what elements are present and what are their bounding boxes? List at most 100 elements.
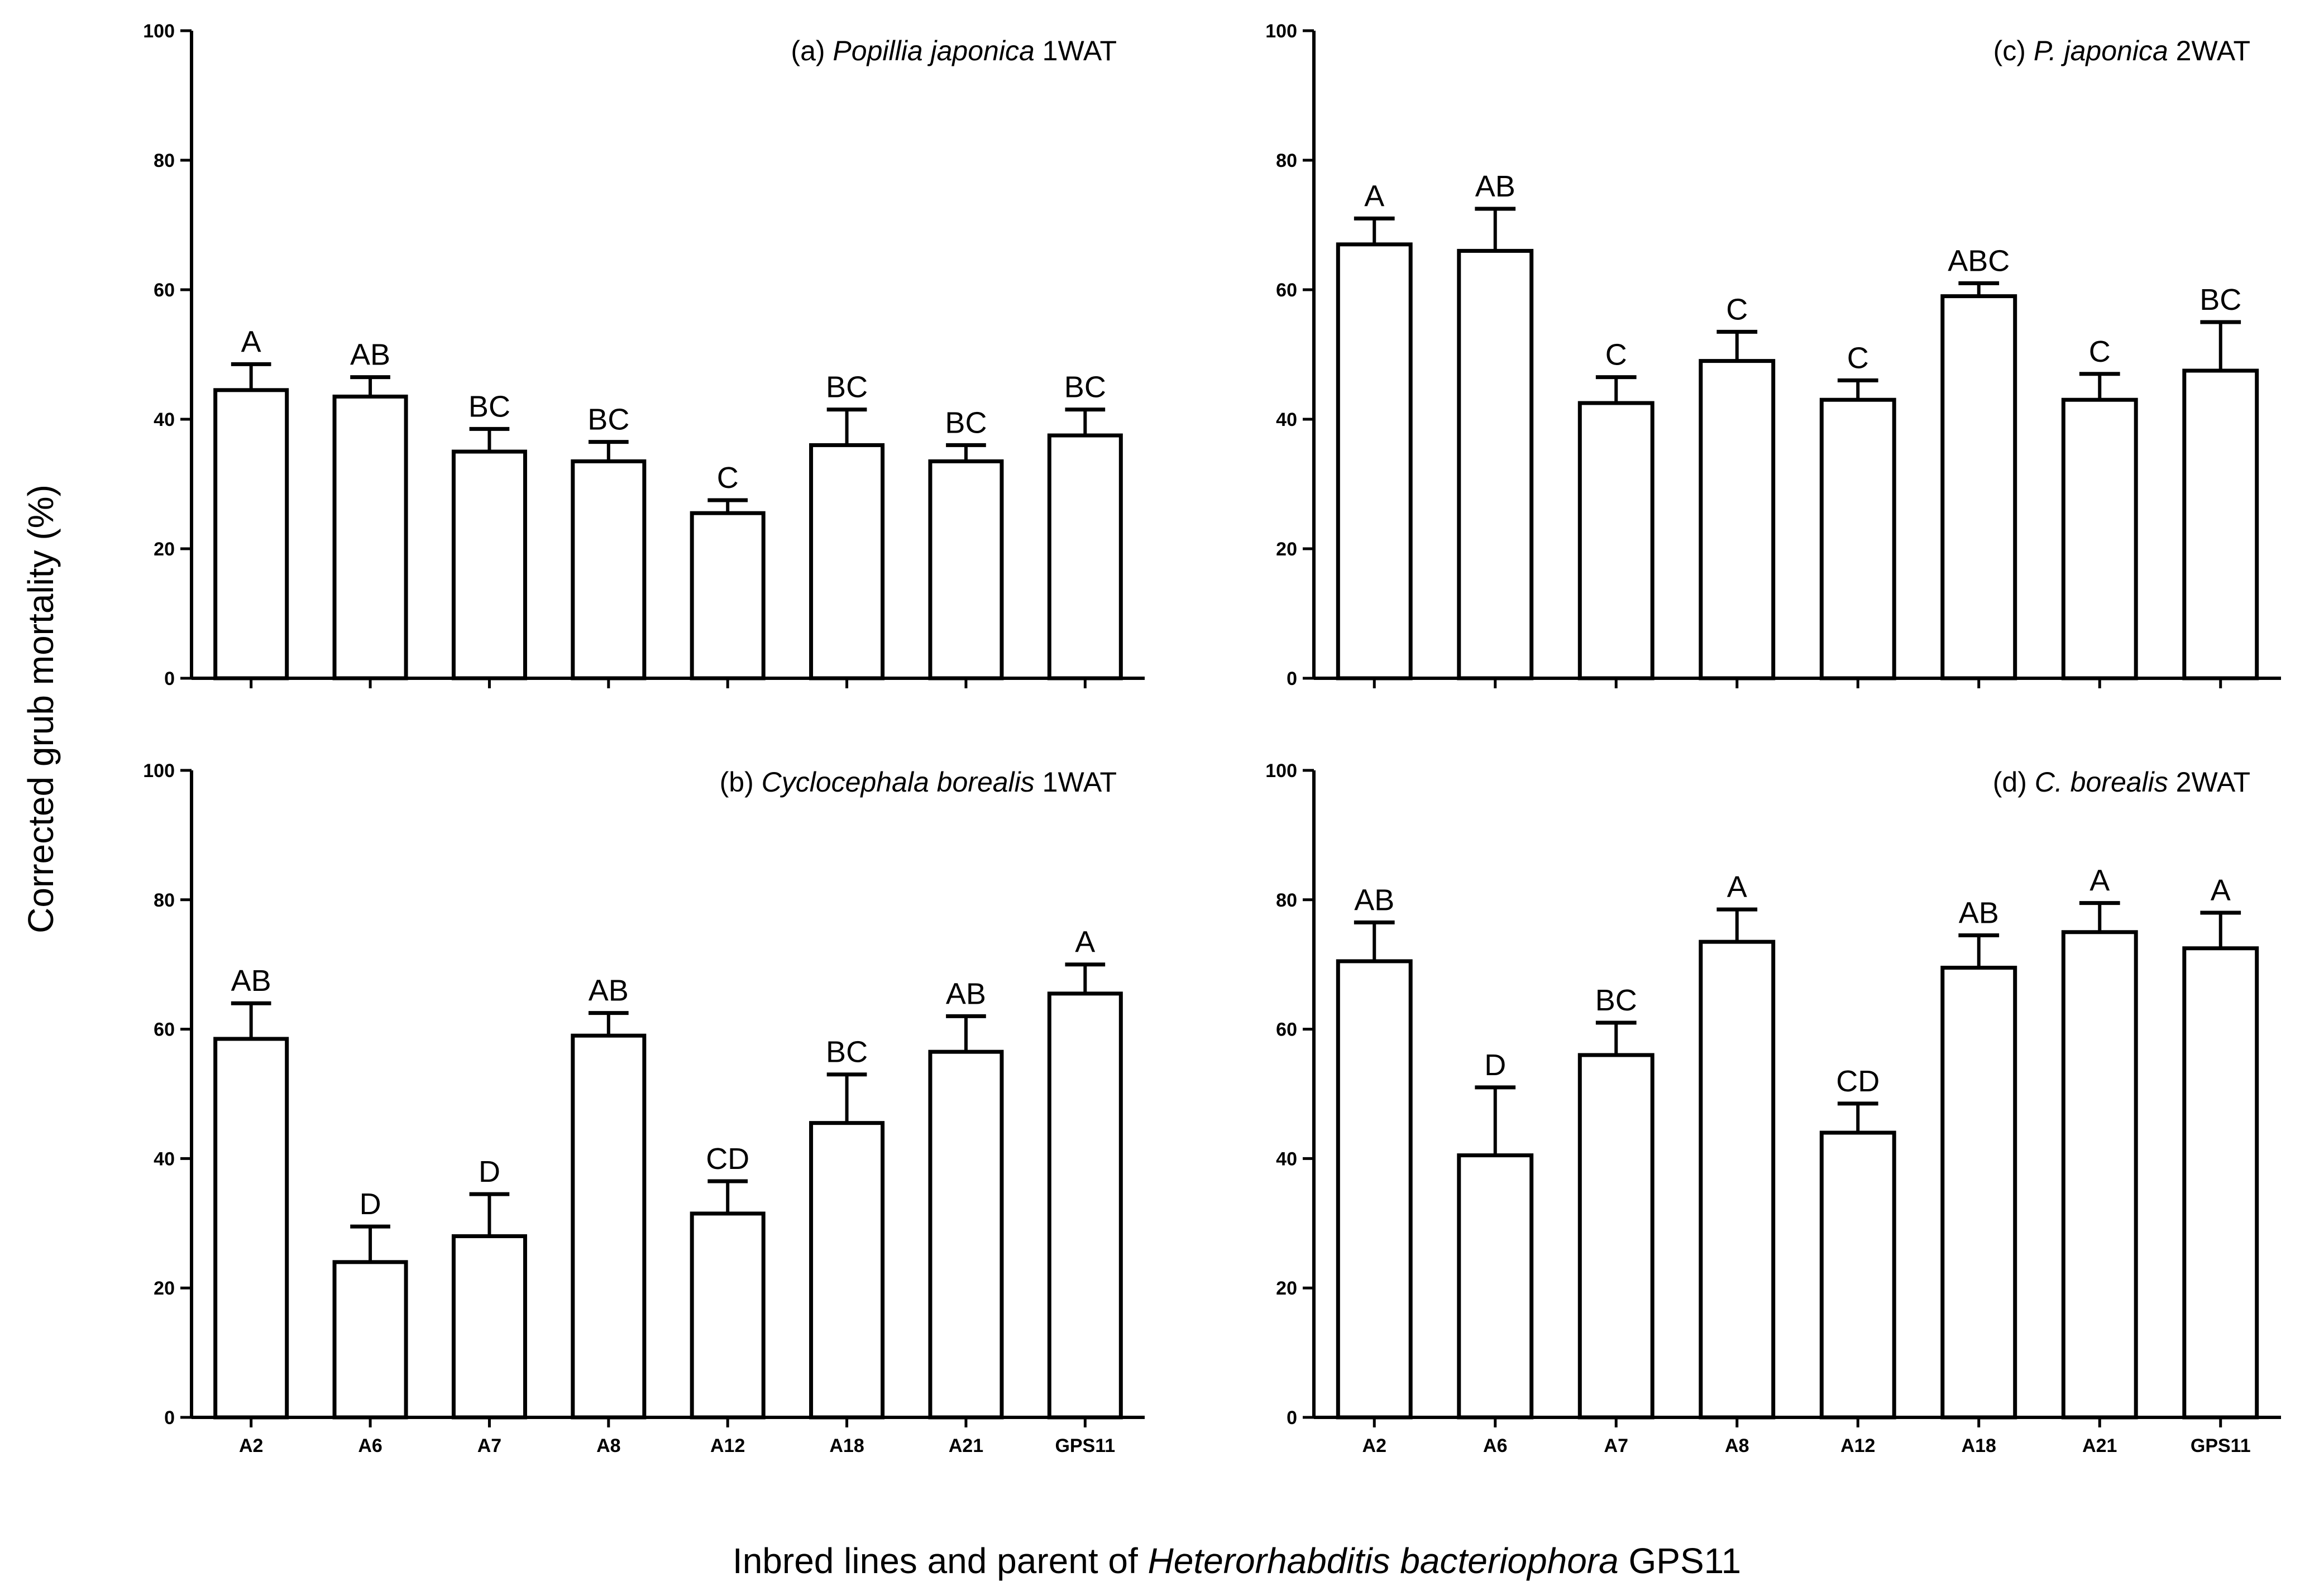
panel-title-prefix: (d) <box>1993 766 2035 798</box>
significance-letter: A <box>1727 870 1747 904</box>
bar-a7 <box>451 449 527 680</box>
x-tick-label: GPS11 <box>1055 1435 1115 1456</box>
panel-title-suffix: 1WAT <box>1035 766 1117 798</box>
significance-letter: A <box>2089 864 2110 898</box>
chart-panels: 0 20 40 60 80 100 A AB BC BC C BC BC BC (a) Popillia j… <box>143 21 2281 1456</box>
significance-letter: A <box>1075 926 1095 959</box>
bar-gps11 <box>1047 991 1123 1420</box>
bar-gps11 <box>2182 368 2259 680</box>
significance-letter: D <box>360 1187 381 1221</box>
panel-title-italic: Cyclocephala borealis <box>762 766 1035 798</box>
y-tick-label: 100 <box>1265 21 1297 42</box>
bar-a21 <box>2061 930 2138 1420</box>
y-tick-label: 60 <box>154 1019 175 1041</box>
significance-letter: A <box>241 325 261 358</box>
panel-title: (d) C. borealis 2WAT <box>1993 766 2250 798</box>
significance-letter: AB <box>1959 897 1999 930</box>
y-tick-label: 100 <box>1265 760 1297 782</box>
bar-gps11 <box>2182 946 2259 1420</box>
significance-letter: C <box>1847 341 1869 375</box>
bar-a7 <box>1577 401 1655 680</box>
y-tick-label: 80 <box>1276 890 1297 911</box>
bar-a6 <box>332 1260 408 1420</box>
panel-title-italic: Popillia japonica <box>833 35 1034 66</box>
significance-letter: C <box>1726 293 1748 326</box>
y-tick-label: 80 <box>154 150 175 171</box>
x-axis-title-suffix: GPS11 <box>1619 1541 1741 1581</box>
significance-letter: AB <box>946 977 986 1010</box>
panel-title-suffix: 1WAT <box>1035 35 1117 66</box>
panel-title-prefix: (b) <box>720 766 762 798</box>
x-tick-label: A6 <box>1483 1435 1507 1456</box>
bar-a6 <box>1457 1153 1534 1420</box>
x-tick-label: A21 <box>2082 1435 2117 1456</box>
bar-a6 <box>332 394 408 680</box>
significance-letter: BC <box>587 403 629 437</box>
panel-title-italic: P. japonica <box>2034 35 2168 66</box>
bar-a2 <box>1336 242 1413 680</box>
panel-title-suffix: 2WAT <box>2168 766 2250 798</box>
x-tick-label: A21 <box>949 1435 983 1456</box>
significance-letter: CD <box>706 1142 749 1176</box>
y-tick-label: 20 <box>154 539 175 560</box>
x-axis-title-italic: Heterorhabditis bacteriophora <box>1148 1541 1619 1581</box>
bar-a8 <box>571 459 647 680</box>
y-tick-label: 40 <box>1276 409 1297 430</box>
significance-letter: D <box>479 1155 500 1188</box>
significance-letter: A <box>1364 179 1384 213</box>
significance-letter: BC <box>945 406 987 439</box>
bar-a21 <box>928 459 1004 680</box>
bar-a21 <box>928 1049 1004 1420</box>
x-tick-label: A12 <box>710 1435 745 1456</box>
panel-b: 0 20 40 60 80 100 AB A2 D A6 D A7 AB A8 CD A12 BC A18 AB A2… <box>143 760 1145 1456</box>
significance-letter: ABC <box>1948 244 2010 277</box>
bar-a6 <box>1457 248 1534 680</box>
significance-letter: A <box>2211 874 2231 907</box>
bar-a2 <box>213 1037 289 1420</box>
bar-a8 <box>1699 940 1776 1420</box>
panel-title: (c) P. japonica 2WAT <box>1993 35 2250 66</box>
x-tick-label: A18 <box>829 1435 864 1456</box>
significance-letter: BC <box>1064 371 1106 404</box>
y-tick-label: 60 <box>1276 1019 1297 1041</box>
panel-title: (b) Cyclocephala borealis 1WAT <box>720 766 1117 798</box>
panel-title-italic: C. borealis <box>2035 766 2168 798</box>
x-tick-label: A8 <box>596 1435 620 1456</box>
significance-letter: BC <box>2199 283 2241 317</box>
y-tick-label: 0 <box>1287 668 1297 689</box>
bar-a8 <box>1699 359 1776 680</box>
x-axis-title: Inbred lines and parent of Heterorhabdit… <box>733 1541 1741 1581</box>
panel-d: 0 20 40 60 80 100 AB A2 D A6 BC A7 A A8 CD A12 AB A18 A A21… <box>1265 760 2281 1456</box>
y-tick-label: 20 <box>1276 539 1297 560</box>
y-tick-label: 40 <box>154 409 175 430</box>
panel-title-prefix: (a) <box>791 35 833 66</box>
bar-a2 <box>1336 959 1413 1420</box>
bar-a7 <box>1577 1053 1655 1420</box>
x-tick-label: A12 <box>1840 1435 1875 1456</box>
y-tick-label: 0 <box>164 668 175 689</box>
x-tick-label: A2 <box>239 1435 263 1456</box>
y-tick-label: 60 <box>154 280 175 301</box>
y-tick-label: 100 <box>143 760 175 782</box>
bar-a21 <box>2061 397 2138 680</box>
significance-letter: AB <box>1354 883 1394 917</box>
bar-a12 <box>1819 1130 1896 1420</box>
x-tick-label: A8 <box>1725 1435 1749 1456</box>
x-tick-label: A7 <box>477 1435 501 1456</box>
significance-letter: CD <box>1836 1065 1880 1098</box>
bar-a18 <box>809 443 885 680</box>
bar-a2 <box>213 388 289 680</box>
significance-letter: C <box>717 461 739 495</box>
panel-title-prefix: (c) <box>1993 35 2034 66</box>
panel-a: 0 20 40 60 80 100 A AB BC BC C BC BC BC (a) Popillia j… <box>143 21 1145 689</box>
y-tick-label: 0 <box>164 1407 175 1429</box>
significance-letter: D <box>1484 1048 1506 1082</box>
significance-letter: BC <box>826 1036 868 1069</box>
bar-a8 <box>571 1033 647 1420</box>
bar-a12 <box>690 511 766 680</box>
bar-a18 <box>809 1121 885 1420</box>
y-tick-label: 20 <box>154 1278 175 1299</box>
y-tick-label: 0 <box>1287 1407 1297 1429</box>
